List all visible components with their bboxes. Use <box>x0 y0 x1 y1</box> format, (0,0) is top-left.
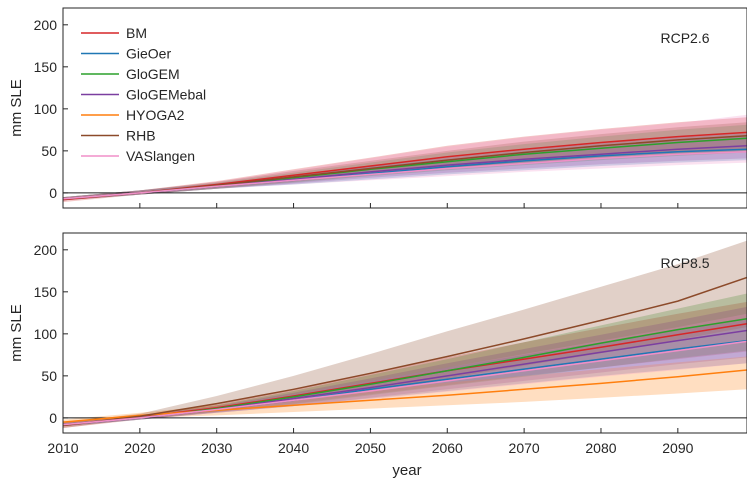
legend-label-gieoer: GieOer <box>126 46 171 62</box>
legend-label-hyoga2: HYOGA2 <box>126 107 185 123</box>
p1-xtick-label-2010: 2010 <box>47 440 78 456</box>
p1-xtick-label-2080: 2080 <box>585 440 616 456</box>
p0-axes-box <box>62 7 747 209</box>
p0-ytick-label-0: 0 <box>49 185 57 201</box>
p1-line-vaslangen <box>62 340 747 426</box>
legend-label-bm: BM <box>126 25 147 41</box>
p0-panel-label: RCP2.6 <box>660 30 709 46</box>
p0-ytick-label-200: 200 <box>34 17 58 33</box>
p1-ytick-label-150: 150 <box>34 284 58 300</box>
p0-band-vaslangen <box>63 114 747 201</box>
p1-band-glogemebal <box>63 306 747 427</box>
p1-line-hyoga2 <box>62 369 747 423</box>
p0-ytick-label-100: 100 <box>34 101 58 117</box>
p1-xtick-label-2070: 2070 <box>509 440 540 456</box>
p1-x-axis-label: year <box>392 462 421 479</box>
p1-xtick-label-2020: 2020 <box>124 440 155 456</box>
legend-label-vaslangen: VASlangen <box>126 148 195 164</box>
p1-axes-box <box>62 232 747 434</box>
legend-label-rhb: RHB <box>126 128 156 144</box>
p1-panel-label: RCP8.5 <box>660 255 709 271</box>
p1-line-rhb <box>62 276 747 427</box>
p1-band-rhb <box>63 240 747 428</box>
p0-ytick-label-150: 150 <box>34 59 58 75</box>
p1-xtick-label-2050: 2050 <box>355 440 386 456</box>
panel-rcp26: 0 50 100 150 200 mm SLE RCP2.6 BM GieOer GloGEM Gl… <box>8 7 747 209</box>
legend-label-glogemebal: GloGEMebal <box>126 87 206 103</box>
panel-rcp85: 0 50 100 150 200 2010 2020 2030 2040 2050 2060 2070… <box>8 232 747 479</box>
legend-label-glogem: GloGEM <box>126 66 180 82</box>
p0-ytick-label-50: 50 <box>41 143 57 159</box>
p1-ytick-label-200: 200 <box>34 242 58 258</box>
p1-ytick-label-50: 50 <box>41 368 57 384</box>
p1-band-vaslangen <box>63 313 747 427</box>
p0-y-axis-label: mm SLE <box>8 79 25 137</box>
p1-xtick-label-2090: 2090 <box>662 440 693 456</box>
p1-ytick-label-100: 100 <box>34 326 58 342</box>
p1-xtick-label-2060: 2060 <box>432 440 463 456</box>
p1-band-bm <box>63 301 747 428</box>
p1-y-axis-label: mm SLE <box>8 304 25 362</box>
p1-band-gieoer <box>63 319 747 427</box>
p1-xtick-label-2040: 2040 <box>278 440 309 456</box>
p0-band-glogem <box>63 124 747 201</box>
p0-band-bm <box>63 117 747 203</box>
p1-ytick-label-0: 0 <box>49 410 57 426</box>
p1-xtick-label-2030: 2030 <box>201 440 232 456</box>
p0-line-vaslangen <box>62 150 747 200</box>
